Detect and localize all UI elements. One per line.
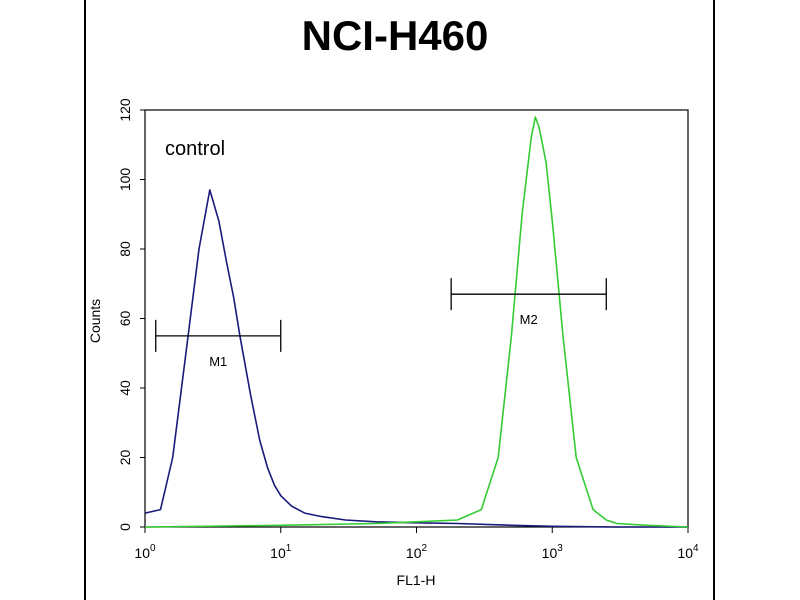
histogram-line-2	[144, 116, 689, 528]
y-axis-label: Counts	[87, 299, 103, 343]
image-frame-right-border	[713, 0, 715, 600]
y-tick-label-1: 20	[117, 450, 133, 466]
x-tick-label-1: 101	[270, 543, 292, 561]
x-tick-label-4: 104	[677, 543, 699, 561]
y-tick-label-2: 40	[117, 380, 133, 396]
gate-markers: M1 M2	[155, 278, 607, 369]
marker-m1-label: M1	[209, 354, 227, 369]
x-axis-label: FL1-H	[397, 572, 436, 588]
marker-m2-label: M2	[520, 312, 538, 327]
chart-title: NCI-H460	[302, 12, 489, 59]
y-tick-label-4: 80	[117, 241, 133, 257]
y-tick-label-0: 0	[117, 523, 133, 531]
y-tick-label-6: 120	[117, 98, 133, 122]
x-axis-ticks: 100 101 102 103 104	[134, 527, 699, 561]
histogram-line-1	[144, 189, 688, 528]
y-tick-label-5: 100	[117, 168, 133, 192]
x-tick-label-3: 103	[542, 543, 564, 561]
y-axis-ticks: 0 20 40 60 80 100 120	[117, 98, 145, 531]
x-tick-label-2: 102	[406, 543, 428, 561]
x-tick-label-0: 100	[134, 543, 156, 561]
image-frame-left-border	[84, 0, 86, 600]
y-tick-label-3: 60	[117, 311, 133, 327]
plot-area	[144, 109, 689, 528]
histogram-series	[144, 116, 689, 528]
control-annotation: control	[165, 138, 225, 160]
